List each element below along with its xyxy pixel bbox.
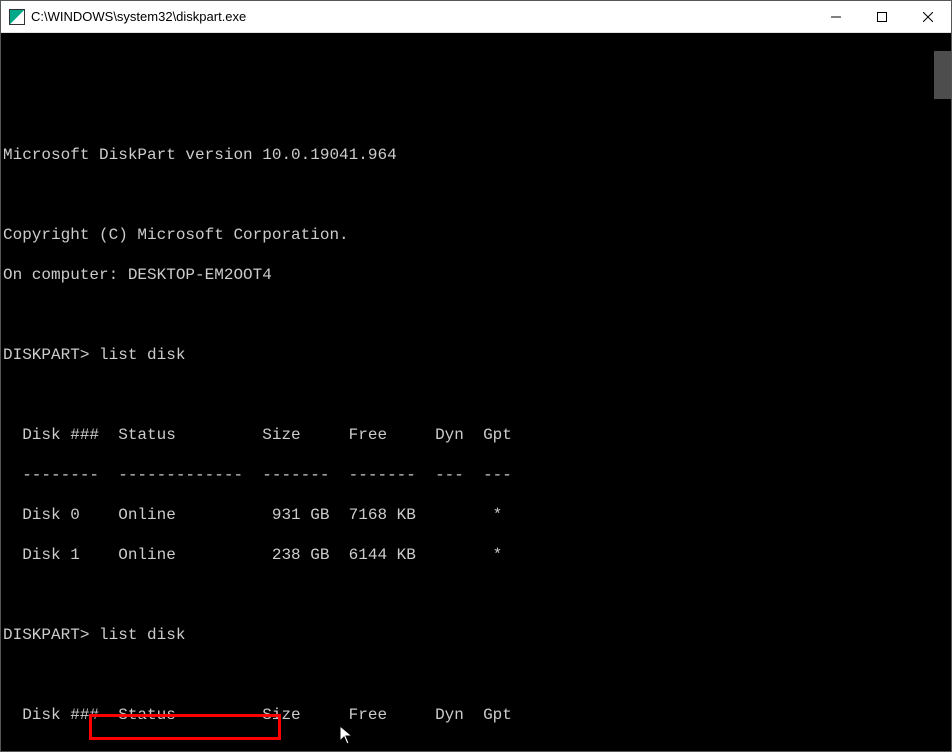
table-row: Disk 1 Online 238 GB 6144 KB * [3,545,949,565]
blank-line [3,185,949,205]
prompt-line: DISKPART> list disk [3,345,949,365]
blank-line [3,665,949,685]
table-divider: -------- ------------- ------- ------- -… [3,465,949,485]
computer-line: On computer: DESKTOP-EM2OOT4 [3,265,949,285]
scrollbar[interactable] [934,33,951,751]
version-line: Microsoft DiskPart version 10.0.19041.96… [3,145,949,165]
close-button[interactable] [905,1,951,32]
terminal-content: Microsoft DiskPart version 10.0.19041.96… [3,85,949,751]
blank-line [3,585,949,605]
prompt-line: DISKPART> list disk [3,625,949,645]
table-row: Disk 0 Online 931 GB 7168 KB * [3,505,949,525]
diskpart-window: C:\WINDOWS\system32\diskpart.exe Microso… [0,0,952,752]
table-divider: -------- ------------- ------- ------- -… [3,745,949,751]
copyright-line: Copyright (C) Microsoft Corporation. [3,225,949,245]
blank-line [3,305,949,325]
scroll-thumb[interactable] [934,51,951,99]
prompt: DISKPART> [3,346,89,364]
maximize-button[interactable] [859,1,905,32]
window-controls [813,1,951,32]
command-list-disk-2: list disk [99,626,185,644]
blank-line [3,105,949,125]
table-header: Disk ### Status Size Free Dyn Gpt [3,705,949,725]
command-list-disk-1: list disk [99,346,185,364]
terminal-pane[interactable]: Microsoft DiskPart version 10.0.19041.96… [1,33,951,751]
minimize-button[interactable] [813,1,859,32]
table-header: Disk ### Status Size Free Dyn Gpt [3,425,949,445]
app-icon [9,9,25,25]
prompt: DISKPART> [3,626,89,644]
blank-line [3,385,949,405]
window-title: C:\WINDOWS\system32\diskpart.exe [31,9,813,24]
title-bar: C:\WINDOWS\system32\diskpart.exe [1,1,951,33]
